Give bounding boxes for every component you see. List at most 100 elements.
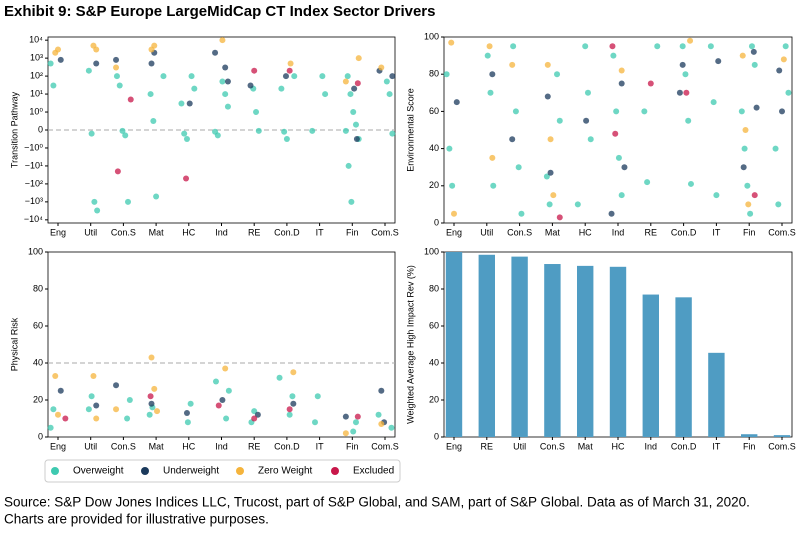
data-point <box>484 52 491 59</box>
data-point <box>351 85 358 92</box>
data-point <box>751 192 758 199</box>
data-point <box>88 393 95 400</box>
data-point <box>319 73 326 80</box>
data-point <box>740 164 747 171</box>
y-tick-label: 40 <box>429 143 439 153</box>
data-point <box>289 393 296 400</box>
data-point <box>222 365 229 372</box>
data-point <box>738 108 745 115</box>
x-tick-label: Eng <box>446 227 462 237</box>
data-point <box>353 135 360 142</box>
y-tick-label: 10³ <box>30 53 43 63</box>
data-point <box>287 60 294 67</box>
data-point <box>509 61 516 68</box>
x-tick-label: HC <box>579 227 592 237</box>
data-point <box>448 39 455 46</box>
bar <box>609 266 627 437</box>
x-tick-label: Fin <box>743 227 756 237</box>
data-point <box>181 130 188 137</box>
data-point <box>621 164 628 171</box>
data-point <box>676 89 683 96</box>
data-point <box>389 73 396 80</box>
data-point <box>286 67 293 74</box>
data-point <box>389 130 396 137</box>
data-point <box>151 385 158 392</box>
data-point <box>641 108 648 115</box>
y-tick-label: 10¹ <box>30 88 43 98</box>
data-point <box>747 210 754 217</box>
data-point <box>47 60 54 67</box>
data-point <box>126 397 133 403</box>
x-tick-label: Eng <box>446 441 462 451</box>
data-point <box>350 109 357 116</box>
y-tick-label: −10⁴ <box>24 214 43 224</box>
x-tick-label: Mat <box>149 441 165 451</box>
data-point <box>251 408 258 415</box>
data-point <box>612 130 619 137</box>
data-point <box>354 80 361 87</box>
data-point <box>94 207 101 214</box>
data-point <box>281 128 288 135</box>
source-line: Source: S&P Dow Jones Indices LLC, Truco… <box>4 495 750 510</box>
y-tick-label: 40 <box>429 357 439 367</box>
data-point <box>547 136 554 143</box>
data-point <box>782 43 789 50</box>
data-point <box>780 56 787 63</box>
y-axis-label: Weighted Average High Impact Rev (%) <box>405 265 415 424</box>
x-tick-label: Util <box>84 227 97 237</box>
data-point <box>679 61 686 68</box>
legend-label: Underweight <box>163 466 219 477</box>
data-point <box>309 127 316 134</box>
x-tick-label: HC <box>182 441 195 451</box>
data-point <box>183 175 190 182</box>
data-point <box>453 99 460 106</box>
data-point <box>222 91 229 98</box>
data-point <box>55 411 61 418</box>
y-tick-label: 60 <box>429 106 439 116</box>
data-point <box>687 180 694 187</box>
data-point <box>85 406 92 413</box>
x-tick-label: Util <box>84 441 97 451</box>
x-tick-label: Con.S <box>540 441 565 451</box>
data-point <box>50 406 57 413</box>
data-point <box>739 52 746 59</box>
data-point <box>124 198 131 205</box>
x-tick-label: Mat <box>149 227 165 237</box>
data-point <box>449 182 456 189</box>
data-point <box>352 121 359 128</box>
data-point <box>278 85 285 92</box>
data-point <box>446 145 453 152</box>
data-point <box>57 56 64 63</box>
data-point <box>715 58 722 65</box>
y-tick-label: 80 <box>429 69 439 79</box>
data-point <box>93 402 100 409</box>
page-title: Exhibit 9: S&P Europe LargeMidCap CT Ind… <box>4 3 436 20</box>
data-point <box>682 71 689 78</box>
data-point <box>282 73 289 80</box>
data-point <box>113 73 120 80</box>
data-point <box>486 43 493 50</box>
y-axis-label: Physical Risk <box>9 317 19 371</box>
data-point <box>378 64 385 71</box>
data-point <box>254 411 261 418</box>
bar <box>445 252 463 437</box>
data-point <box>512 108 519 115</box>
data-point <box>490 182 497 189</box>
data-point <box>644 179 651 186</box>
y-tick-label: 80 <box>429 283 439 293</box>
data-point <box>487 89 494 96</box>
plot-frame <box>47 251 396 438</box>
data-point <box>153 193 160 200</box>
x-tick-label: RE <box>645 227 658 237</box>
data-point <box>745 201 752 208</box>
bar <box>577 265 594 437</box>
plot-frame <box>443 36 793 224</box>
data-point <box>88 130 95 137</box>
x-tick-label: RE <box>481 441 494 451</box>
data-point <box>547 169 554 176</box>
data-point <box>114 168 121 175</box>
data-point <box>544 93 551 100</box>
x-tick-label: Con.S <box>111 441 136 451</box>
data-point <box>583 117 590 124</box>
legend-marker <box>51 467 59 475</box>
